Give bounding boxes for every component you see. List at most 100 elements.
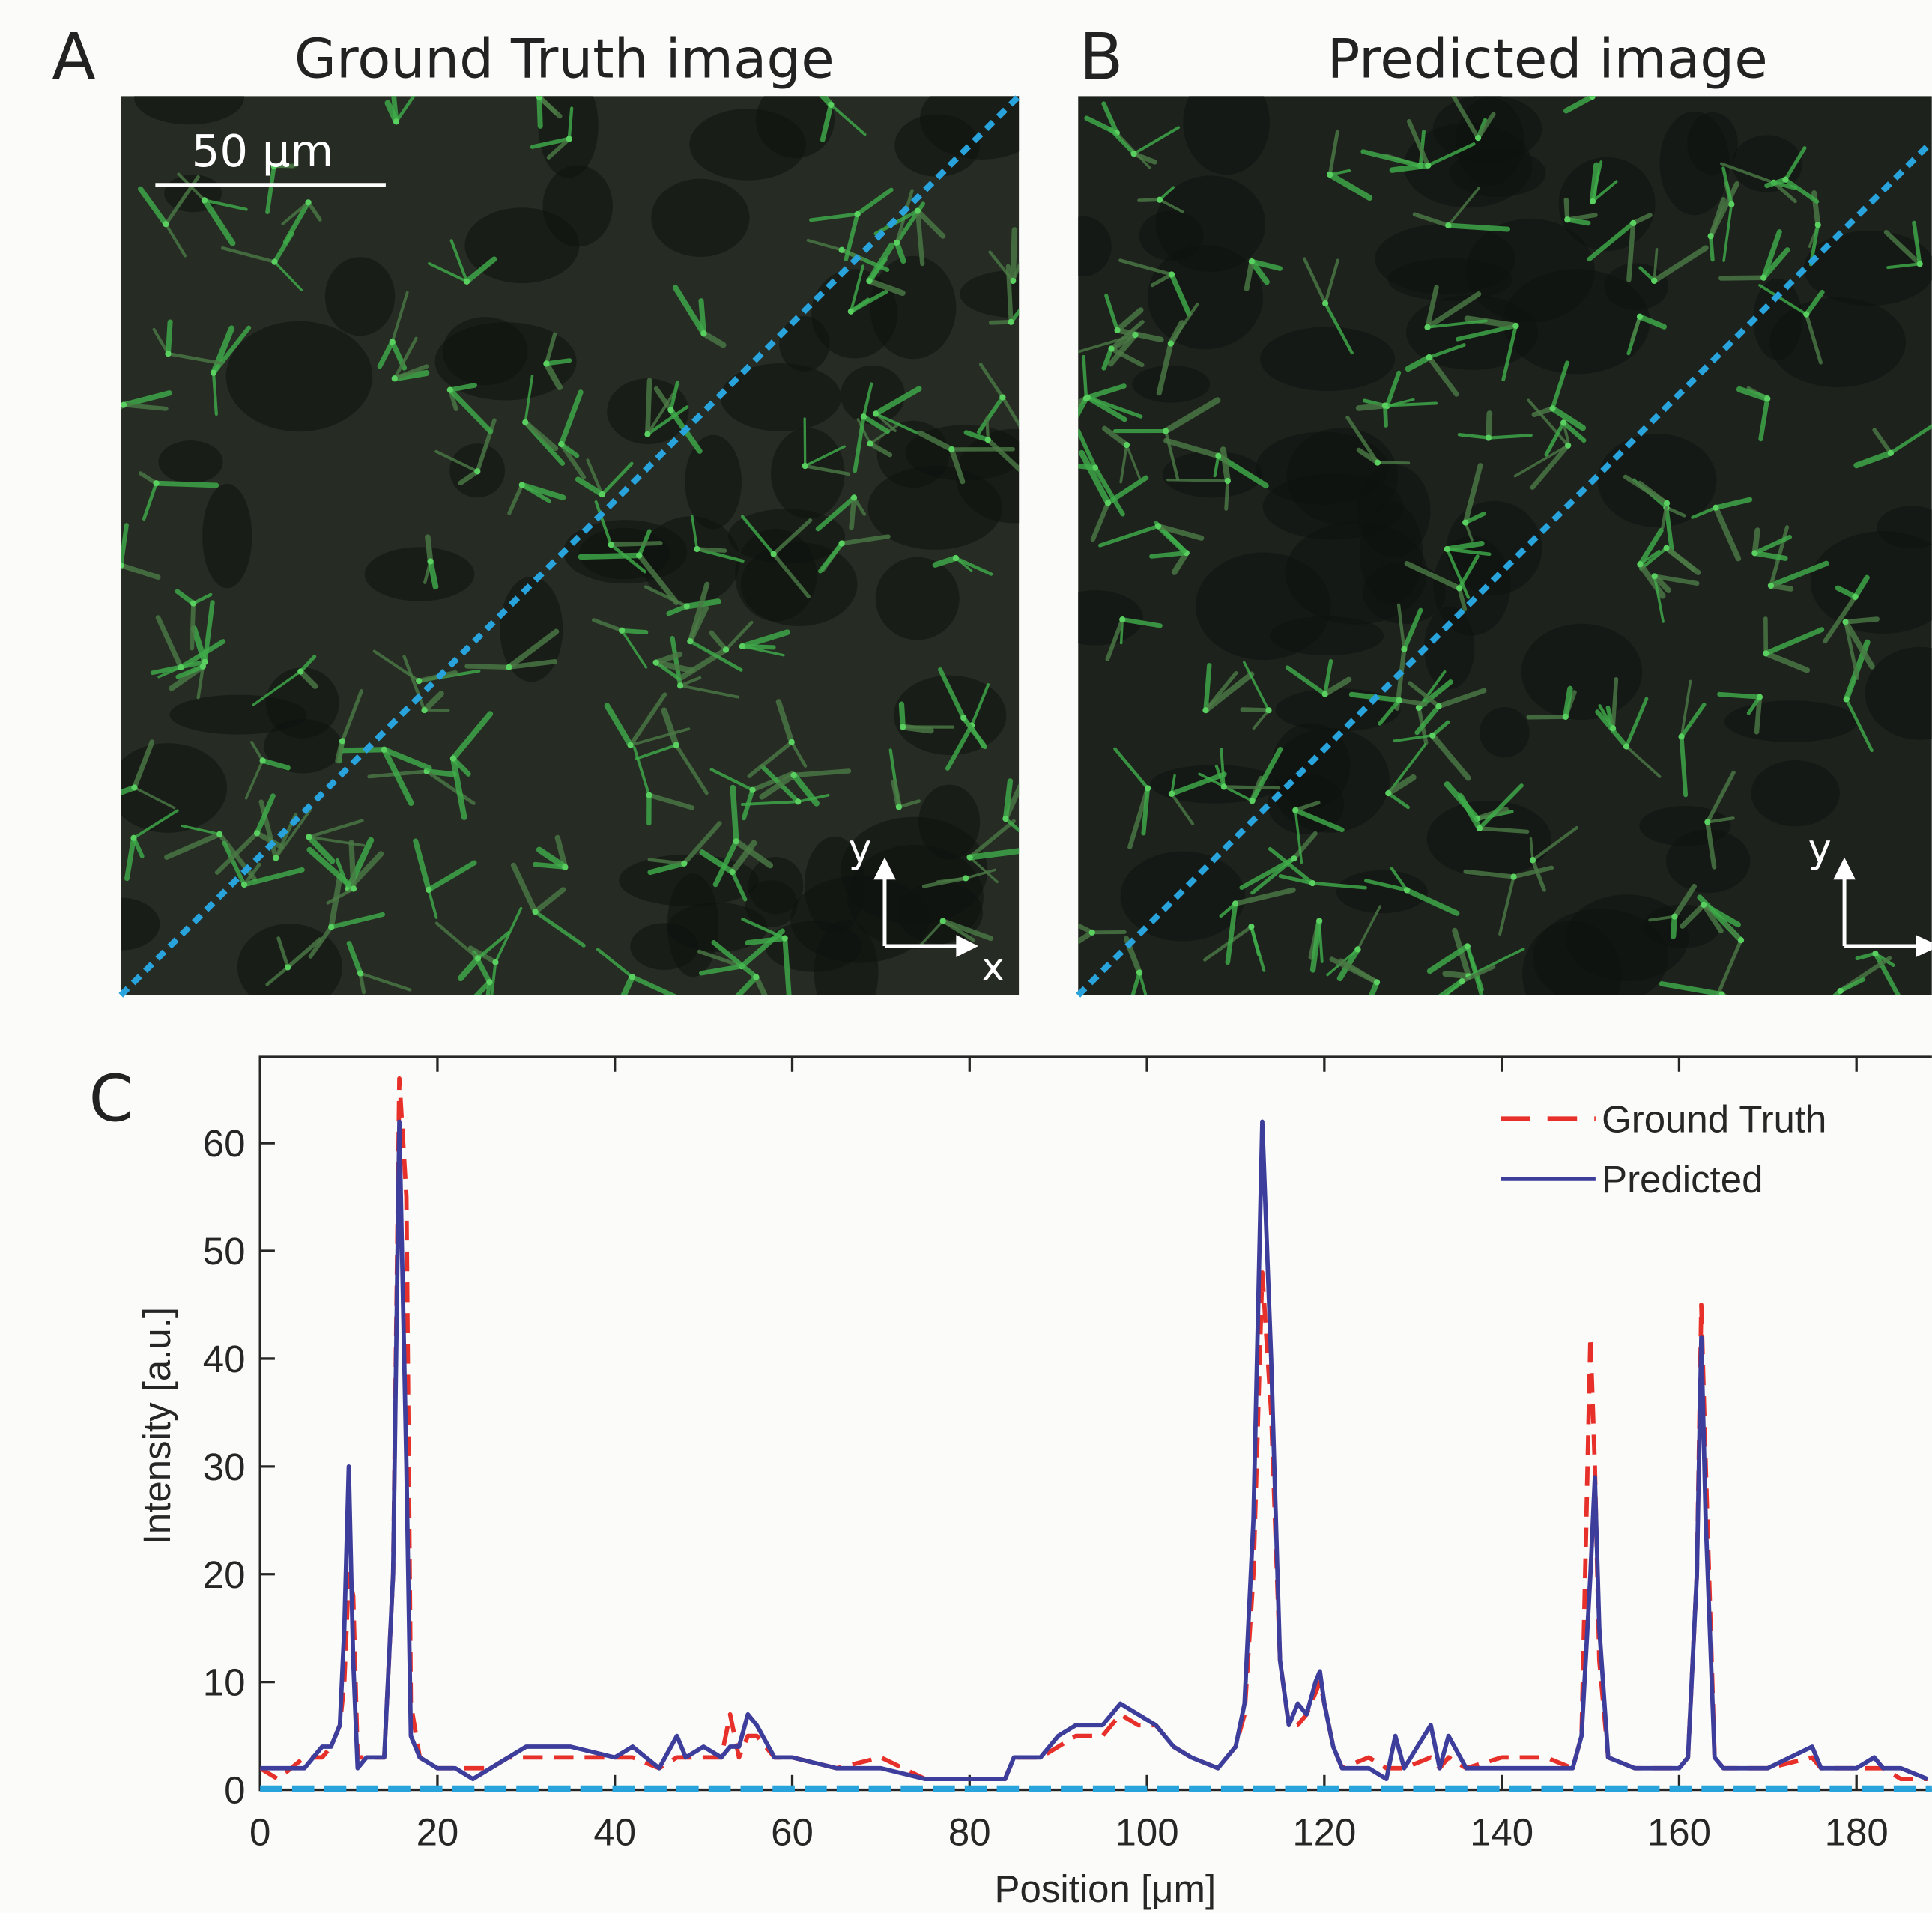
vessel bbox=[1589, 162, 1600, 205]
vessel bbox=[594, 500, 613, 547]
x-axis-label: Position [μm] bbox=[995, 1867, 1217, 1910]
vessel bbox=[1356, 905, 1381, 951]
vessel bbox=[1090, 500, 1111, 542]
cell bbox=[216, 831, 223, 837]
vessel bbox=[1404, 560, 1462, 591]
y-tick-label: 30 bbox=[203, 1446, 246, 1488]
cell bbox=[306, 834, 312, 840]
x-tick-label: 100 bbox=[1115, 1811, 1179, 1854]
vessel bbox=[753, 974, 769, 995]
vessel bbox=[326, 887, 356, 905]
vessel bbox=[1085, 383, 1127, 401]
cell bbox=[297, 668, 304, 675]
vessel bbox=[575, 476, 605, 497]
cell bbox=[1630, 219, 1637, 226]
vessel bbox=[1804, 289, 1825, 317]
vessel bbox=[1402, 607, 1423, 652]
cell bbox=[389, 339, 396, 345]
cell bbox=[449, 755, 457, 762]
vessel bbox=[1611, 676, 1619, 731]
cell bbox=[536, 96, 542, 100]
vessel bbox=[1426, 319, 1488, 329]
cell bbox=[838, 246, 845, 253]
cell bbox=[1429, 732, 1436, 739]
vessel bbox=[1498, 875, 1515, 936]
vessel bbox=[712, 838, 739, 888]
cell bbox=[1354, 946, 1361, 953]
cell bbox=[543, 360, 550, 367]
vessel bbox=[1751, 550, 1788, 561]
cell bbox=[729, 868, 736, 876]
vessel bbox=[567, 106, 574, 141]
vessel bbox=[1447, 187, 1480, 227]
vessel bbox=[1563, 685, 1573, 720]
cell bbox=[599, 491, 605, 498]
vessel bbox=[1108, 127, 1136, 156]
vessel bbox=[1158, 198, 1184, 213]
vessel bbox=[306, 200, 322, 222]
vessel bbox=[202, 198, 248, 211]
vessel bbox=[632, 745, 651, 797]
vessel bbox=[164, 831, 222, 860]
cell bbox=[1485, 434, 1492, 441]
vessel bbox=[1751, 527, 1760, 557]
vessel bbox=[464, 664, 512, 670]
vessel bbox=[142, 481, 158, 521]
cell bbox=[847, 308, 854, 315]
dark-region bbox=[1865, 646, 1932, 740]
cell bbox=[1651, 573, 1658, 580]
vessel bbox=[346, 941, 363, 976]
cell bbox=[700, 330, 707, 337]
vessel bbox=[1114, 307, 1144, 333]
dark-region bbox=[542, 165, 613, 247]
vessel bbox=[1853, 449, 1894, 469]
vessel bbox=[1783, 146, 1807, 182]
vessel bbox=[1387, 743, 1427, 795]
vessel bbox=[803, 464, 850, 476]
cell bbox=[285, 964, 291, 971]
cell bbox=[1156, 196, 1163, 203]
vessel bbox=[1426, 142, 1476, 167]
vessel bbox=[1130, 970, 1142, 995]
cell bbox=[694, 545, 700, 553]
vessel bbox=[967, 819, 1016, 860]
vessel bbox=[447, 387, 494, 434]
cell bbox=[1130, 151, 1137, 157]
vessel bbox=[1125, 443, 1142, 479]
dark-region bbox=[960, 270, 1020, 318]
cell bbox=[391, 375, 398, 382]
vessel bbox=[1293, 801, 1321, 813]
vessel bbox=[154, 480, 219, 488]
vessel bbox=[672, 285, 707, 336]
cell bbox=[350, 885, 357, 892]
vessel bbox=[945, 723, 975, 771]
vessel bbox=[166, 351, 224, 366]
vessel bbox=[772, 552, 811, 599]
dark-region bbox=[1336, 870, 1428, 914]
vessel bbox=[711, 939, 759, 980]
cell bbox=[1132, 331, 1139, 339]
vessel bbox=[759, 772, 797, 800]
vessel bbox=[1220, 748, 1226, 789]
cell bbox=[673, 742, 679, 748]
cell bbox=[1123, 442, 1130, 449]
dark-region bbox=[121, 897, 160, 951]
cell bbox=[1637, 561, 1644, 568]
dark-region bbox=[1724, 700, 1859, 742]
cell bbox=[1373, 979, 1381, 986]
cell bbox=[1215, 452, 1222, 459]
vessel bbox=[600, 461, 634, 497]
vessel bbox=[1708, 234, 1715, 262]
cell bbox=[781, 935, 788, 942]
vessel bbox=[1842, 619, 1875, 670]
dark-region bbox=[1423, 606, 1475, 690]
cell bbox=[1459, 978, 1465, 985]
vessel bbox=[653, 386, 673, 413]
cell bbox=[1707, 233, 1714, 240]
vessel bbox=[546, 136, 572, 160]
vessel bbox=[1459, 965, 1496, 983]
cell bbox=[1168, 271, 1175, 278]
dark-region bbox=[651, 178, 750, 257]
dark-region bbox=[1604, 263, 1669, 310]
